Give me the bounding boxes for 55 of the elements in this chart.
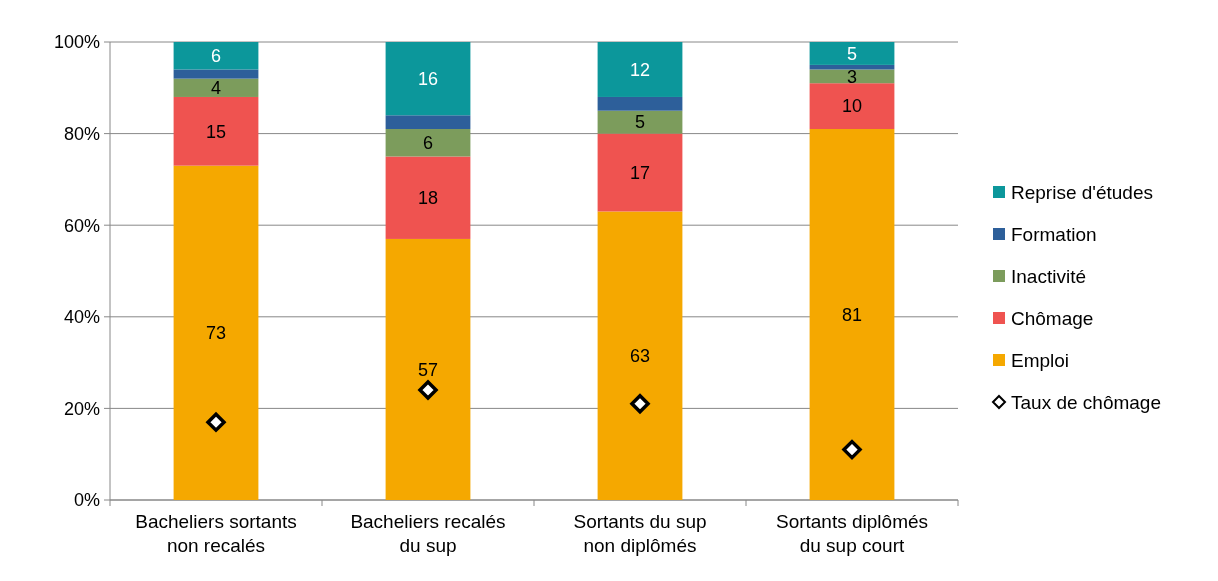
bar xyxy=(385,115,471,130)
data-label: 81 xyxy=(841,304,863,325)
bar xyxy=(597,133,683,212)
y-tick-label: 60% xyxy=(63,215,100,236)
bar xyxy=(385,42,471,116)
legend-label: Inactivité xyxy=(1011,265,1086,287)
bar xyxy=(173,96,259,166)
bar xyxy=(809,69,895,84)
bar xyxy=(597,211,683,500)
data-label: 15 xyxy=(205,121,227,142)
data-label: 4 xyxy=(210,78,222,99)
y-tick-label: 80% xyxy=(63,123,100,144)
bar xyxy=(597,110,683,134)
bar xyxy=(809,42,895,65)
data-label: 6 xyxy=(210,46,222,67)
point xyxy=(842,439,862,460)
bar xyxy=(385,238,471,500)
bar xyxy=(173,78,259,97)
bar xyxy=(173,42,259,70)
data-label: 10 xyxy=(841,96,863,117)
point xyxy=(206,412,226,432)
legend-label: Chômage xyxy=(1011,307,1094,329)
data-label: 3 xyxy=(846,66,858,87)
data-label: 5 xyxy=(846,43,858,64)
data-label: 16 xyxy=(417,68,439,89)
x-tick-label: Sortants diplômés du sup court xyxy=(775,511,929,556)
data-label: 17 xyxy=(629,162,651,183)
bar xyxy=(385,129,471,157)
bar xyxy=(385,156,471,239)
legend-label: Emploi xyxy=(1011,349,1070,371)
data-label: 18 xyxy=(417,188,439,209)
data-label: 73 xyxy=(205,323,227,344)
data-label: 12 xyxy=(629,59,651,80)
bar xyxy=(597,96,683,111)
x-tick-label: Sortants du sup non diplômés xyxy=(573,511,707,556)
legend-label: Formation xyxy=(1011,223,1097,245)
bar xyxy=(809,129,895,500)
data-label: 5 xyxy=(634,112,646,133)
x-tick-label: Bacheliers sortants non recalés xyxy=(135,511,297,556)
y-tick-label: 0% xyxy=(73,490,100,511)
data-label: 6 xyxy=(422,133,434,154)
point xyxy=(630,394,650,414)
x-tick-label: Bacheliers recalés du sup xyxy=(350,511,506,556)
point xyxy=(418,380,438,400)
bar xyxy=(597,42,683,97)
y-tick-label: 20% xyxy=(63,398,100,419)
y-tick-label: 40% xyxy=(63,307,100,328)
bar xyxy=(809,83,895,130)
legend-label: Taux de chômage xyxy=(1011,391,1161,413)
data-label: 63 xyxy=(629,346,651,367)
bar xyxy=(173,165,259,500)
bar xyxy=(173,69,259,79)
data-label: 57 xyxy=(417,359,439,380)
legend-label: Reprise d'études xyxy=(1011,181,1153,203)
y-tick-label: 100% xyxy=(53,32,100,53)
